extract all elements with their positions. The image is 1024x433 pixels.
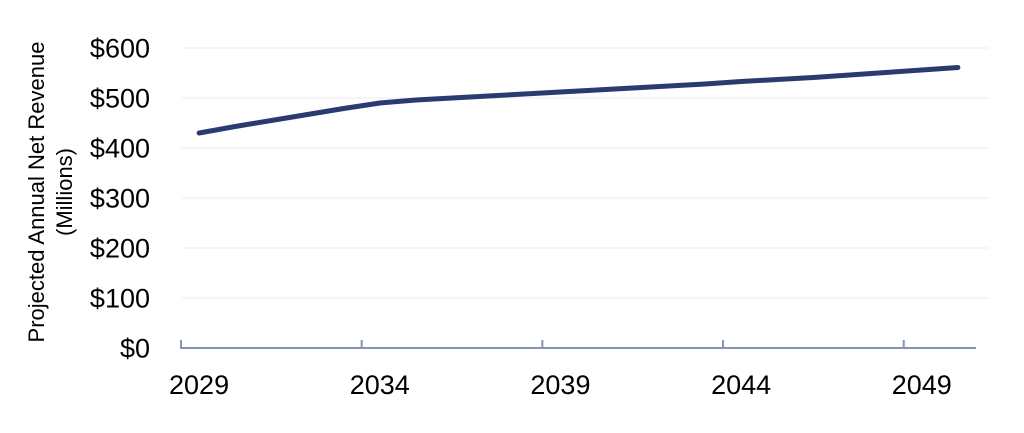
y-tick-label-600: $600 (90, 34, 150, 64)
y-axis-title-line2: (Millions) (52, 148, 77, 236)
x-tick-label-2039: 2039 (530, 370, 590, 400)
y-tick-label-300: $300 (90, 184, 150, 214)
y-tick-label-400: $400 (90, 134, 150, 164)
y-tick-label-200: $200 (90, 234, 150, 264)
x-tick-label-2044: 2044 (711, 370, 771, 400)
y-axis-title-line1: Projected Annual Net Revenue (24, 42, 49, 343)
projected-revenue-series-line (196, 65, 961, 136)
x-tick-label-2029: 2029 (169, 370, 229, 400)
y-tick-label-100: $100 (90, 284, 150, 314)
y-tick-label-0: $0 (120, 334, 150, 364)
x-tick-label-2049: 2049 (892, 370, 952, 400)
y-tick-label-500: $500 (90, 84, 150, 114)
x-tick-label-2034: 2034 (350, 370, 410, 400)
